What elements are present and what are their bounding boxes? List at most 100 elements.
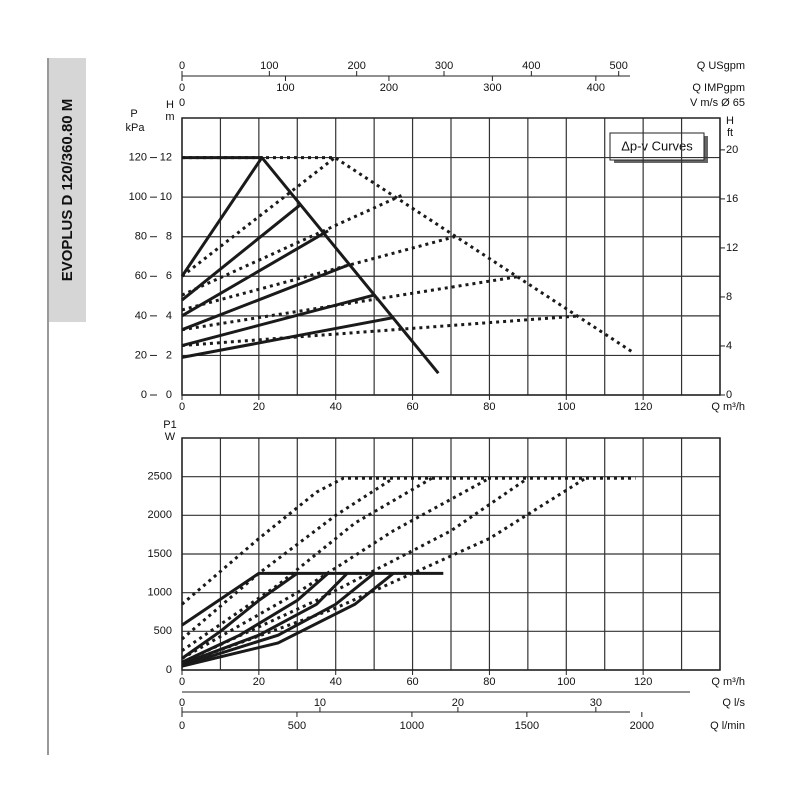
x-tick-label: 0 [179,676,185,688]
x-tick-label: 60 [406,676,418,688]
x-tick-label: 20 [253,676,265,688]
y-tick-label: 2500 [148,471,172,483]
left-tick-label: 60 [135,270,147,282]
axis-tick-label: 1500 [515,720,539,732]
y2-tick-label: 12 [726,242,738,254]
curve [181,572,395,668]
y2-tick-label: 16 [726,193,738,205]
left-tick-label: 100 [129,191,147,203]
y-axis-unit: m [165,111,174,123]
y2-axis-label: H [726,115,734,127]
curve [181,156,336,278]
x-tick-label: 80 [483,401,495,413]
axis-tick-label: 200 [380,82,398,94]
axis-tick-label: 0 [179,720,185,732]
curve [181,229,329,318]
annotation: Δp-v Curves [621,138,693,153]
curve [181,476,491,660]
x-tick-label: 80 [483,676,495,688]
x-tick-label: 20 [253,401,265,413]
y-axis-unit: W [165,431,176,443]
y2-tick-label: 0 [726,389,732,401]
left-axis-label: P [130,108,137,120]
curve [181,476,395,641]
axis-label: Q IMPgpm [692,82,745,94]
axis-tick-label: 2000 [630,720,654,732]
axis-tick-label: 0 [179,97,185,109]
axis-tick-label: 10 [314,697,326,709]
curve [181,203,301,302]
y-tick-label: 0 [166,389,172,401]
x-axis-label: Q m³/h [711,401,745,413]
y2-tick-label: 20 [726,144,738,156]
axis-tick-label: 1000 [400,720,424,732]
y-tick-label: 500 [154,625,172,637]
axis-tick-label: 100 [260,60,278,72]
y-axis-label: P1 [163,419,176,431]
x-tick-label: 60 [406,401,418,413]
axis-tick-label: 30 [590,697,602,709]
left-tick-label: 120 [129,151,147,163]
curve [181,193,403,297]
axis-tick-label: 200 [347,60,365,72]
y2-tick-label: 4 [726,340,732,352]
curve [181,476,587,666]
x-axis-label: Q m³/h [711,676,745,688]
left-axis-unit: kPa [126,122,146,134]
axis-tick-label: 400 [522,60,540,72]
curve [181,476,636,606]
plot-frame [181,437,721,671]
y-tick-label: 12 [160,151,172,163]
axis-label: V m/s Ø 65 [690,97,745,109]
axis-tick-label: 300 [435,60,453,72]
curve [182,156,633,353]
y-tick-label: 1000 [148,587,172,599]
curve [181,571,444,627]
axis-tick-label: 100 [276,82,294,94]
x-tick-label: 40 [330,676,342,688]
x-tick-label: 100 [557,401,575,413]
y-axis-label: H [166,99,174,111]
axis-tick-label: 0 [179,697,185,709]
axis-label: Q l/s [722,697,745,709]
x-tick-label: 100 [557,676,575,688]
y-tick-label: 4 [166,310,172,322]
axis-tick-label: 500 [610,60,628,72]
axis-label: Q USgpm [697,60,745,72]
x-tick-label: 40 [330,401,342,413]
axis-tick-label: 0 [179,60,185,72]
left-tick-label: 40 [135,310,147,322]
curve [181,235,456,312]
y-tick-label: 1500 [148,548,172,560]
axis-tick-label: 20 [452,697,464,709]
side-bar [49,58,86,322]
x-tick-label: 120 [634,676,652,688]
axis-tick-label: 500 [288,720,306,732]
axis-label: Q l/min [710,720,745,732]
curve [181,476,433,652]
y-tick-label: 10 [160,191,172,203]
left-tick-label: 80 [135,231,147,243]
curve [181,572,299,660]
x-tick-label: 0 [179,401,185,413]
curve [181,572,330,664]
y-tick-label: 8 [166,231,172,243]
x-tick-label: 120 [634,401,652,413]
left-tick-label: 0 [141,389,147,401]
left-tick-label: 20 [135,349,147,361]
y-tick-label: 0 [166,664,172,676]
curve [180,156,264,278]
curve [181,572,349,666]
y2-tick-label: 8 [726,291,732,303]
axis-tick-label: 300 [483,82,501,94]
axis-tick-label: 400 [587,82,605,94]
y-tick-label: 2 [166,349,172,361]
side-title: EVOPLUS D 120/360.80 M [59,99,76,282]
curve [181,476,529,664]
curve [181,274,521,332]
curve [181,572,376,667]
curve [181,263,351,332]
axis-tick-label: 0 [179,82,185,94]
note-box [609,132,705,161]
